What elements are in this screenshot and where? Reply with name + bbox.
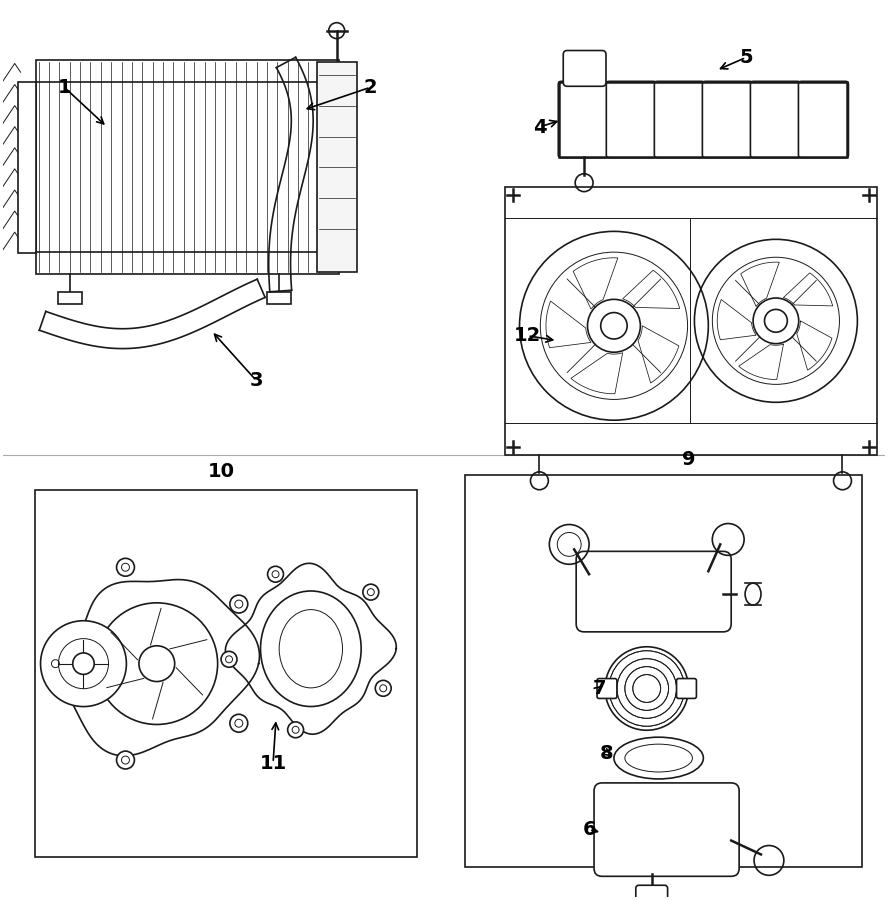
Circle shape	[380, 685, 386, 692]
Circle shape	[292, 726, 299, 734]
Text: 6: 6	[583, 820, 596, 839]
FancyBboxPatch shape	[267, 292, 291, 304]
Bar	[35, 490, 417, 858]
Circle shape	[122, 756, 130, 764]
Text: 1: 1	[58, 77, 71, 97]
Circle shape	[288, 722, 304, 738]
FancyBboxPatch shape	[677, 679, 696, 698]
Text: 11: 11	[259, 753, 287, 772]
Text: 9: 9	[682, 450, 695, 470]
FancyBboxPatch shape	[702, 81, 752, 158]
FancyBboxPatch shape	[594, 783, 739, 877]
Circle shape	[267, 566, 283, 582]
FancyBboxPatch shape	[597, 679, 617, 698]
Text: 5: 5	[740, 48, 753, 67]
FancyBboxPatch shape	[576, 552, 731, 632]
FancyBboxPatch shape	[559, 81, 608, 158]
Polygon shape	[226, 563, 396, 734]
Circle shape	[116, 752, 134, 769]
Circle shape	[41, 621, 126, 707]
Bar	[36, 60, 338, 274]
Circle shape	[52, 660, 59, 668]
Text: 10: 10	[208, 463, 235, 482]
Polygon shape	[65, 580, 259, 756]
FancyBboxPatch shape	[18, 82, 36, 253]
Text: 7: 7	[592, 679, 606, 698]
FancyBboxPatch shape	[59, 292, 83, 304]
Circle shape	[116, 558, 134, 576]
Bar	[465, 475, 862, 868]
FancyBboxPatch shape	[654, 81, 704, 158]
Circle shape	[230, 595, 248, 613]
Text: 12: 12	[514, 326, 541, 346]
FancyBboxPatch shape	[750, 81, 800, 158]
FancyBboxPatch shape	[607, 81, 656, 158]
Circle shape	[221, 652, 237, 667]
Circle shape	[234, 600, 242, 608]
Circle shape	[226, 656, 233, 662]
Circle shape	[230, 715, 248, 733]
Text: 2: 2	[364, 77, 377, 97]
Circle shape	[234, 719, 242, 727]
Circle shape	[363, 584, 379, 600]
Circle shape	[46, 654, 65, 672]
Circle shape	[272, 571, 279, 578]
Bar	[559, 82, 847, 157]
Bar	[317, 62, 357, 272]
Text: 4: 4	[533, 118, 546, 137]
Ellipse shape	[614, 737, 703, 778]
Circle shape	[368, 589, 375, 596]
Circle shape	[605, 647, 688, 730]
Circle shape	[376, 680, 392, 697]
Text: 8: 8	[600, 743, 614, 762]
Circle shape	[122, 563, 130, 572]
FancyBboxPatch shape	[636, 886, 668, 900]
Text: 3: 3	[250, 371, 263, 390]
FancyBboxPatch shape	[563, 50, 606, 86]
Bar	[504, 186, 877, 455]
FancyBboxPatch shape	[798, 81, 848, 158]
